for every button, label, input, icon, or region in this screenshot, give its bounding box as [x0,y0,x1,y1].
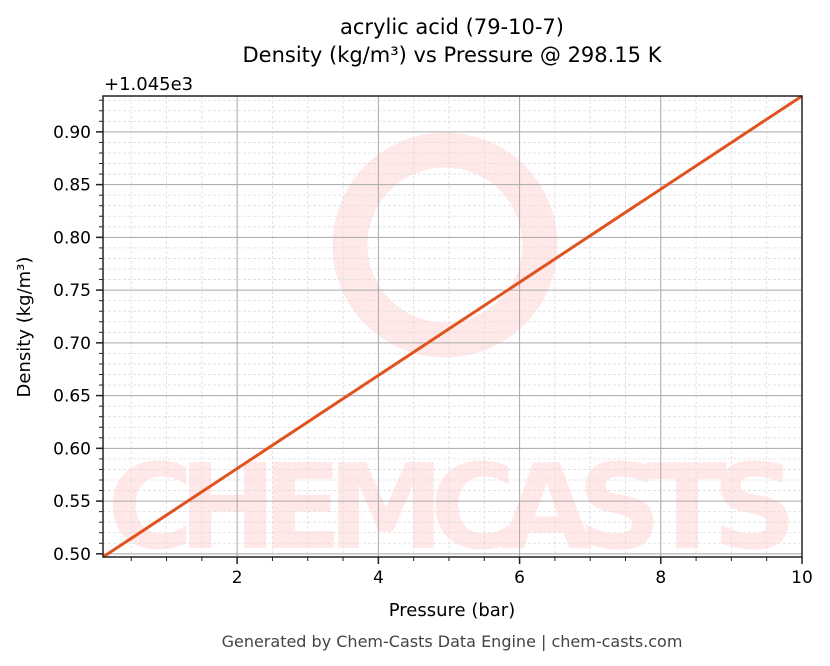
y-tick-label: 0.55 [53,492,91,512]
y-tick-label: 0.90 [53,123,91,143]
chart-title: acrylic acid (79-10-7) [340,15,564,39]
watermark-logo: CHEMCASTS [107,132,797,576]
x-tick-label: 8 [655,568,666,588]
x-tick-label: 4 [373,568,384,588]
x-tick-label: 10 [791,568,813,588]
y-offset-label: +1.045e3 [104,74,193,95]
plot-frame [102,95,803,558]
y-tick-label: 0.50 [53,545,91,565]
y-tick-label: 0.80 [53,228,91,248]
y-tick-label: 0.85 [53,176,91,196]
y-tick-label: 0.65 [53,387,91,407]
y-tick-label: 0.70 [53,334,91,354]
y-tick-label: 0.60 [53,439,91,459]
y-tick-label: 0.75 [53,281,91,301]
x-tick-label: 6 [514,568,525,588]
chart-subtitle: Density (kg/m³) vs Pressure @ 298.15 K [242,43,662,67]
y-axis-label: Density (kg/m³) [14,257,35,398]
x-tick-label: 2 [232,568,243,588]
density-line [102,94,803,559]
x-axis-label: Pressure (bar) [389,600,515,621]
footer-text: Generated by Chem-Casts Data Engine | ch… [222,632,683,651]
watermark-text: CHEMCASTS [107,438,797,576]
